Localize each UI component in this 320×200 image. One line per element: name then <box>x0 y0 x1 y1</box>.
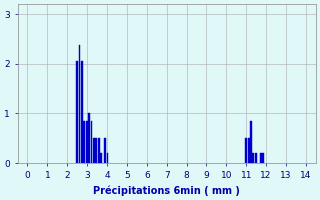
Bar <box>255 153 257 163</box>
Bar <box>93 138 95 163</box>
Bar <box>91 121 92 163</box>
Bar <box>260 153 262 163</box>
Bar <box>84 121 85 163</box>
Bar <box>248 138 250 163</box>
Bar <box>262 153 264 163</box>
Bar <box>86 121 88 163</box>
Bar <box>245 138 247 163</box>
Bar <box>76 61 78 163</box>
Bar <box>252 153 254 163</box>
Bar <box>107 153 108 163</box>
X-axis label: Précipitations 6min ( mm ): Précipitations 6min ( mm ) <box>93 185 240 196</box>
Bar <box>79 45 81 163</box>
Bar <box>95 138 97 163</box>
Bar <box>250 121 252 163</box>
Bar <box>100 153 102 163</box>
Bar <box>104 138 106 163</box>
Bar <box>81 61 83 163</box>
Bar <box>98 138 100 163</box>
Bar <box>88 113 90 163</box>
